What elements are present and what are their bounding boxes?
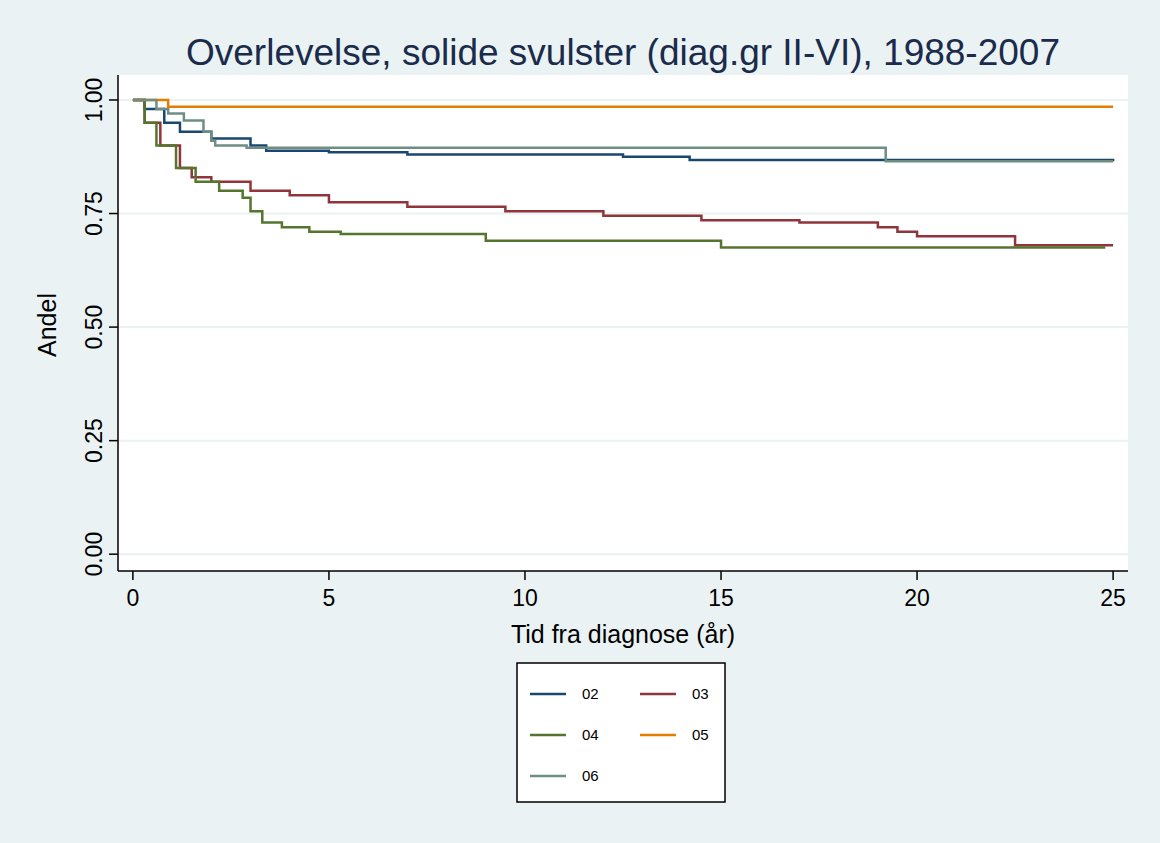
legend-swatch <box>640 734 676 737</box>
legend-label: 06 <box>582 767 599 784</box>
y-tick <box>109 440 118 442</box>
y-axis-label: Andel <box>33 293 61 357</box>
x-tick <box>328 571 330 580</box>
y-tick-label: 0.50 <box>81 305 107 350</box>
y-tick <box>109 553 118 555</box>
plot-area <box>118 75 1128 571</box>
y-tick <box>109 99 118 101</box>
grid-line <box>118 213 1128 215</box>
x-tick-label: 25 <box>1100 585 1126 611</box>
y-tick-label: 1.00 <box>81 78 107 123</box>
legend-swatch <box>640 693 676 696</box>
x-tick-label: 0 <box>127 585 140 611</box>
x-tick <box>916 571 918 580</box>
legend-swatch <box>530 775 566 778</box>
legend-swatch <box>530 734 566 737</box>
y-tick <box>109 213 118 215</box>
x-tick <box>524 571 526 580</box>
series-group <box>133 100 1113 248</box>
series-line <box>133 100 1105 248</box>
series-line <box>133 100 1113 161</box>
grid-line <box>118 326 1128 328</box>
legend-label: 03 <box>692 685 709 702</box>
chart: Overlevelse, solide svulster (diag.gr II… <box>0 0 1160 843</box>
x-tick-label: 5 <box>323 585 336 611</box>
legend-label: 04 <box>582 726 599 743</box>
x-tick-label: 20 <box>904 585 930 611</box>
title: Overlevelse, solide svulster (diag.gr II… <box>186 32 1060 73</box>
y-axis <box>117 75 119 571</box>
x-axis <box>118 570 1128 572</box>
y-tick-label: 0.00 <box>81 532 107 577</box>
background <box>0 0 1160 843</box>
grid-line <box>118 99 1128 101</box>
legend: 02 03 04 05 06 <box>517 663 725 802</box>
x-tick-label: 15 <box>708 585 734 611</box>
legend-label: 05 <box>692 726 709 743</box>
series-line <box>133 100 1113 161</box>
series-line <box>133 100 1113 107</box>
x-tick <box>132 571 134 580</box>
legend-label: 02 <box>582 685 599 702</box>
y-tick <box>109 326 118 328</box>
x-axis-label: Tid fra diagnose (år) <box>511 620 735 648</box>
x-tick <box>720 571 722 580</box>
x-tick <box>1112 571 1114 580</box>
legend-box <box>517 663 725 802</box>
grid-line <box>118 553 1128 555</box>
x-tick-label: 10 <box>512 585 538 611</box>
grid-line <box>118 440 1128 442</box>
legend-swatch <box>530 693 566 696</box>
y-tick-label: 0.75 <box>81 191 107 236</box>
y-tick-label: 0.25 <box>81 418 107 463</box>
